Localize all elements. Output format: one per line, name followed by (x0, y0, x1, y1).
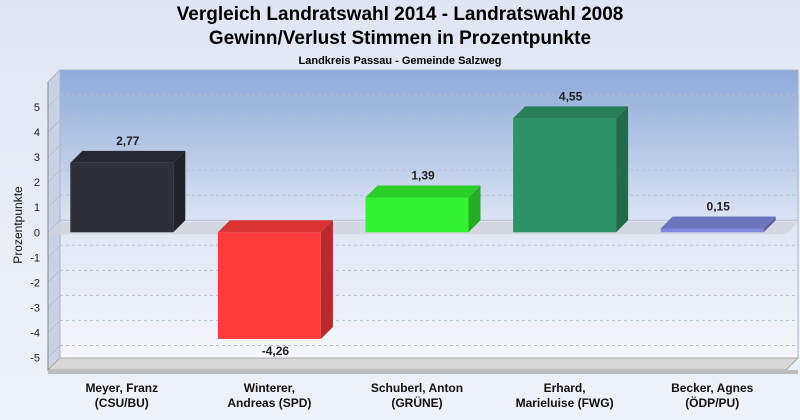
value-label: 1,39 (411, 168, 435, 182)
chart-title: Vergleich Landratswahl 2014 - Landratswa… (176, 4, 624, 25)
bar-front (513, 118, 617, 233)
category-label: Becker, Agnes (671, 381, 754, 395)
chart-caption: Landkreis Passau - Gemeinde Salzweg (298, 55, 502, 67)
bar-5 (660, 216, 776, 233)
y-tick-label: -2 (30, 277, 40, 289)
value-label: 4,55 (559, 89, 583, 103)
gridline-side (47, 320, 61, 333)
gridline-side (47, 94, 61, 108)
y-tick-label: 4 (34, 127, 40, 139)
bar-top (365, 185, 481, 198)
gridline-side (47, 269, 61, 283)
category-label: Meyer, Franz (85, 381, 158, 395)
value-label: -4,26 (262, 344, 290, 358)
bar-side (763, 216, 776, 233)
bar-front (217, 232, 321, 339)
category-label: Winterer, (244, 381, 295, 395)
category-label: Andreas (SPD) (227, 396, 311, 410)
value-label: 2,77 (116, 134, 140, 148)
y-tick-label: -4 (30, 327, 40, 339)
bar-front (70, 162, 174, 233)
bar-top (660, 216, 776, 229)
y-tick-label: 3 (34, 152, 40, 164)
bar-top (513, 106, 629, 119)
bar-side (616, 106, 629, 233)
plot-floor-edge (48, 370, 798, 374)
y-tick-label: -1 (30, 252, 40, 264)
bar-3 (365, 185, 481, 233)
gridline-side (47, 295, 61, 308)
category-label: (GRÜNE) (391, 395, 442, 410)
gridline-side (47, 119, 61, 133)
y-tick-label: -3 (30, 302, 40, 314)
gridline-side (47, 144, 61, 158)
bar-top (217, 220, 333, 233)
category-label: Marieluise (FWG) (516, 396, 614, 410)
gridline-side (47, 244, 61, 258)
gridline-side (47, 169, 61, 183)
plot-floor (46, 357, 800, 371)
bar-side (320, 220, 333, 339)
bar-side (468, 185, 481, 233)
gridline-side (47, 219, 61, 233)
bar-1 (70, 150, 186, 233)
category-label: Erhard, (544, 381, 586, 395)
bar-side (173, 150, 186, 233)
bar-front (365, 197, 469, 233)
bar-front (660, 228, 764, 233)
bar-top (70, 150, 186, 163)
value-label: 0,15 (707, 200, 731, 214)
gridline-side (47, 194, 61, 208)
y-tick-label: -5 (30, 352, 40, 364)
gridline-side (47, 345, 61, 358)
bar-4 (513, 106, 629, 233)
y-tick-label: 5 (34, 102, 40, 114)
category-label: (CSU/BU) (95, 396, 149, 410)
category-label: (ÖDP/PU) (685, 395, 739, 410)
y-tick-label: 2 (34, 177, 40, 189)
bar-2 (217, 220, 333, 339)
plot-left-wall (47, 68, 61, 372)
y-axis-label: Prozentpunkte (11, 186, 25, 264)
chart-subtitle: Gewinn/Verlust Stimmen in Prozentpunkte (208, 28, 592, 49)
y-tick-label: 0 (34, 227, 40, 239)
y-tick-label: 1 (34, 202, 40, 214)
category-label: Schuberl, Anton (371, 381, 463, 395)
